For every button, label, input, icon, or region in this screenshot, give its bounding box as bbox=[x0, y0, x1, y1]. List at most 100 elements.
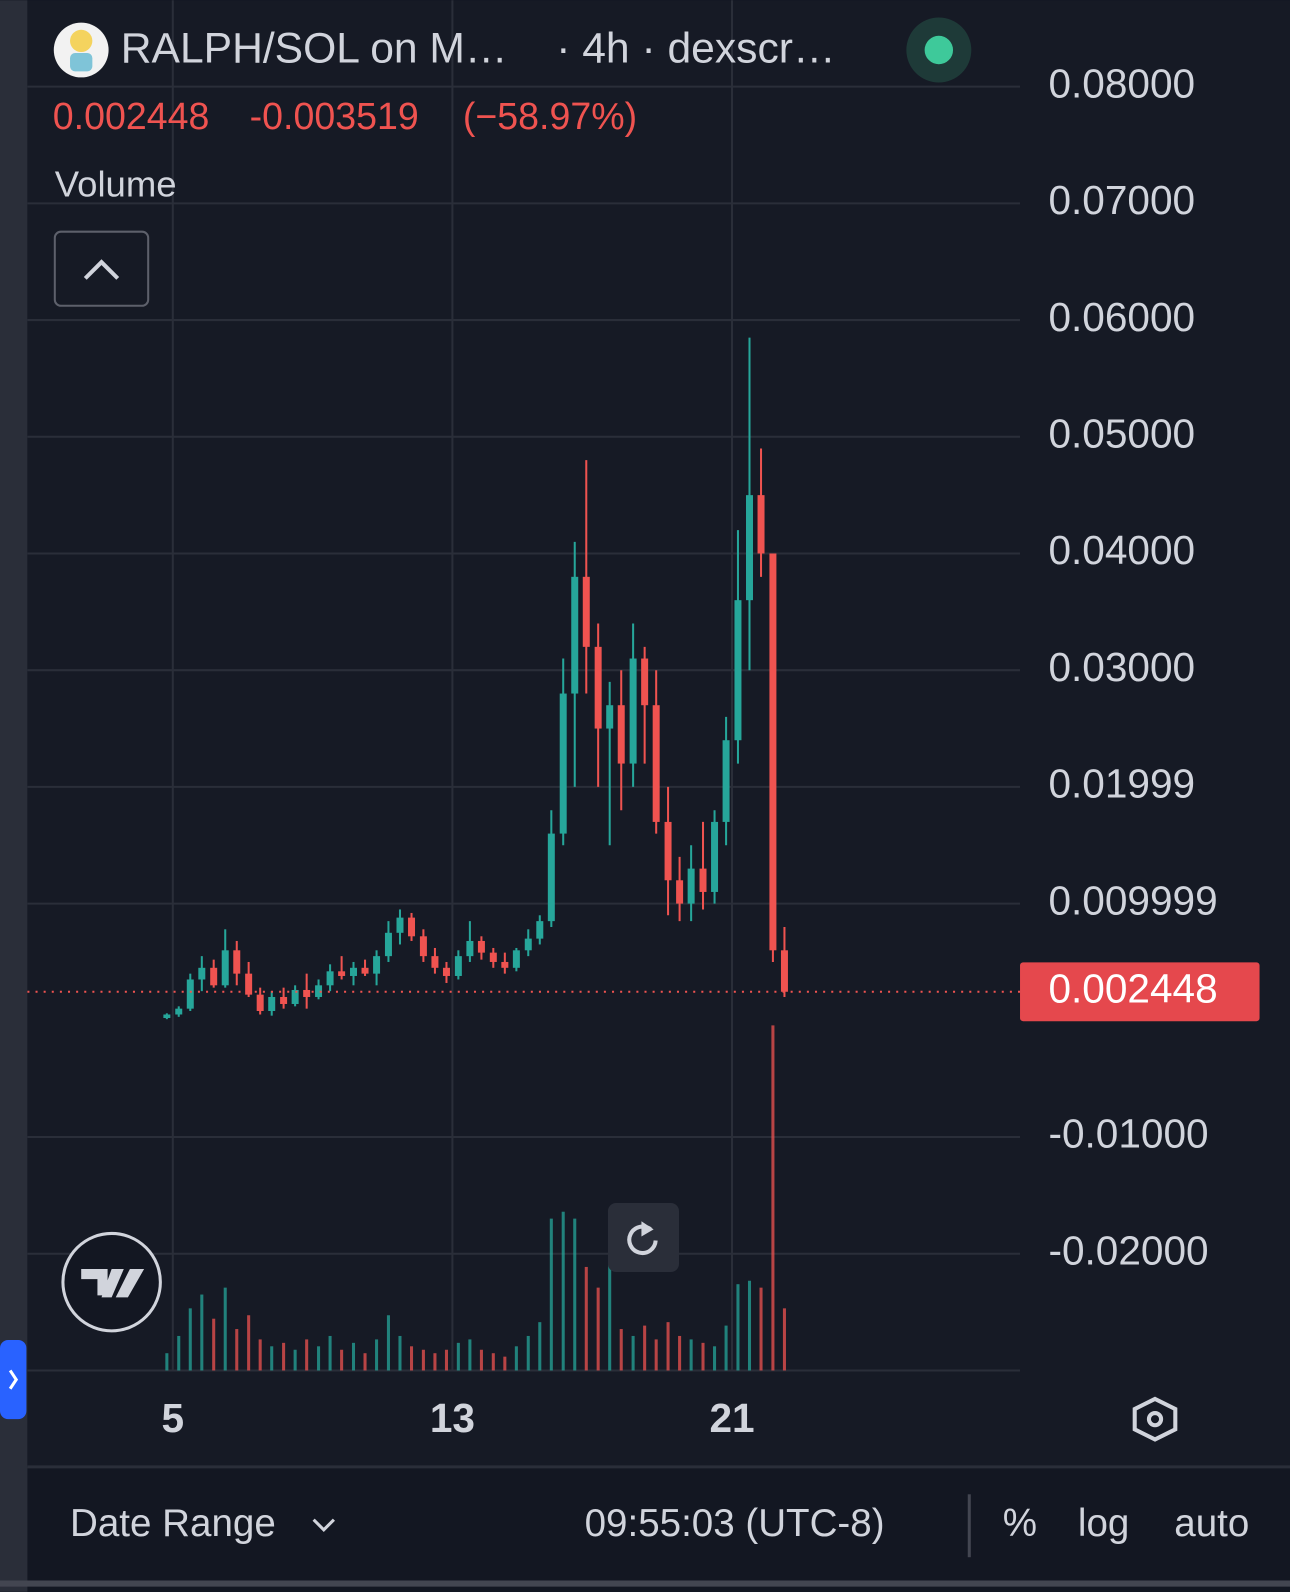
candle-body bbox=[338, 971, 346, 976]
candle-body bbox=[687, 868, 695, 904]
candle-body bbox=[384, 932, 392, 957]
reset-button[interactable] bbox=[607, 1202, 680, 1273]
candle-body bbox=[233, 950, 241, 974]
candle-body bbox=[734, 600, 742, 741]
candle-body bbox=[512, 950, 520, 968]
volume-bar bbox=[596, 1287, 600, 1371]
volume-bar bbox=[235, 1329, 239, 1371]
clock: 09:55:03 (UTC-8) bbox=[585, 1502, 885, 1545]
candle-body bbox=[431, 956, 439, 968]
candle-body bbox=[373, 956, 381, 974]
candle-body bbox=[245, 973, 253, 995]
volume-label: Volume bbox=[55, 164, 177, 205]
symbol-title: RALPH/SOL on M… bbox=[121, 24, 508, 72]
volume-bar bbox=[433, 1353, 437, 1371]
side-tab[interactable] bbox=[0, 1340, 27, 1420]
volume-bar bbox=[573, 1218, 577, 1371]
volume-bar bbox=[421, 1349, 425, 1371]
volume-bar bbox=[444, 1349, 448, 1371]
volume-bar bbox=[177, 1335, 181, 1371]
candle-body bbox=[454, 956, 462, 976]
volume-bar bbox=[282, 1342, 286, 1371]
volume-bar bbox=[270, 1346, 274, 1371]
volume-bar bbox=[491, 1353, 495, 1371]
candle-body bbox=[757, 495, 765, 554]
candle-body bbox=[722, 740, 730, 822]
volume-bar bbox=[608, 1260, 612, 1371]
x-tick-label: 5 bbox=[162, 1395, 185, 1441]
x-tick-label: 13 bbox=[430, 1395, 475, 1441]
avatar-face bbox=[70, 29, 93, 53]
volume-bar bbox=[724, 1325, 728, 1371]
volume-bar bbox=[643, 1325, 647, 1371]
volume-bar bbox=[713, 1346, 717, 1371]
y-tick-label: 0.08000 bbox=[1048, 60, 1195, 106]
candle-body bbox=[652, 705, 660, 822]
candle-body bbox=[594, 646, 602, 729]
volume-bar bbox=[258, 1339, 262, 1371]
candle-layer bbox=[163, 337, 788, 1020]
candle-body bbox=[780, 950, 788, 992]
y-tick-label: -0.02000 bbox=[1048, 1227, 1208, 1273]
y-tick-label: 0.07000 bbox=[1048, 177, 1195, 223]
candle-body bbox=[769, 553, 777, 951]
volume-bar bbox=[678, 1335, 682, 1371]
candle-body bbox=[396, 917, 404, 933]
percent-toggle[interactable]: % bbox=[1003, 1502, 1037, 1545]
volume-bar bbox=[514, 1346, 518, 1371]
volume-bar bbox=[386, 1315, 390, 1371]
volume-bar bbox=[456, 1342, 460, 1371]
candle-body bbox=[606, 705, 614, 729]
candle-body bbox=[559, 693, 567, 834]
volume-bar bbox=[538, 1322, 542, 1371]
change-percent: (−58.97%) bbox=[463, 95, 637, 137]
volume-bar bbox=[398, 1335, 402, 1371]
candle-body bbox=[163, 1014, 171, 1018]
candle-body bbox=[303, 989, 311, 997]
candle-body bbox=[326, 971, 334, 986]
log-toggle[interactable]: log bbox=[1078, 1502, 1129, 1545]
volume-bar bbox=[549, 1218, 553, 1371]
collapse-button[interactable] bbox=[53, 230, 150, 307]
candle-body bbox=[268, 996, 276, 1011]
candle-body bbox=[186, 979, 194, 1009]
volume-bar bbox=[584, 1266, 588, 1371]
volume-bar bbox=[363, 1353, 367, 1371]
candle-body bbox=[746, 495, 753, 601]
volume-bar bbox=[212, 1318, 216, 1371]
settings-icon[interactable] bbox=[1132, 1396, 1178, 1442]
volume-bar bbox=[305, 1339, 309, 1371]
volume-bar bbox=[771, 1025, 775, 1371]
side-tab-arrow bbox=[8, 1369, 19, 1390]
volume-bar bbox=[317, 1346, 321, 1371]
volume-bar bbox=[689, 1339, 693, 1371]
candle-body bbox=[489, 952, 497, 962]
volume-bar bbox=[526, 1335, 530, 1371]
avatar-shirt bbox=[70, 53, 93, 72]
candle-body bbox=[361, 967, 369, 974]
grid bbox=[27, 0, 1021, 1372]
candle-body bbox=[256, 994, 264, 1011]
candle-body bbox=[175, 1008, 183, 1015]
volume-bar bbox=[747, 1280, 752, 1371]
auto-toggle[interactable]: auto bbox=[1174, 1502, 1249, 1545]
candle-body bbox=[350, 967, 357, 976]
candle-body bbox=[524, 938, 532, 951]
candle-body bbox=[221, 950, 229, 986]
volume-bar bbox=[561, 1211, 565, 1371]
candle-body bbox=[676, 880, 684, 904]
settings-icon-center bbox=[1146, 1411, 1164, 1428]
chevron-up bbox=[83, 259, 120, 280]
candle-body bbox=[664, 821, 672, 881]
price: 0.002448 bbox=[53, 95, 210, 137]
candle-body bbox=[198, 967, 206, 980]
last-price-tag bbox=[1020, 962, 1260, 1022]
date-range[interactable]: Date Range bbox=[70, 1502, 276, 1545]
candle-body bbox=[501, 961, 509, 968]
candle-body bbox=[571, 576, 579, 694]
y-tick-label: 0.05000 bbox=[1048, 410, 1195, 456]
candle-body bbox=[711, 821, 719, 892]
volume-layer bbox=[165, 1025, 786, 1371]
candle-body bbox=[408, 917, 416, 937]
